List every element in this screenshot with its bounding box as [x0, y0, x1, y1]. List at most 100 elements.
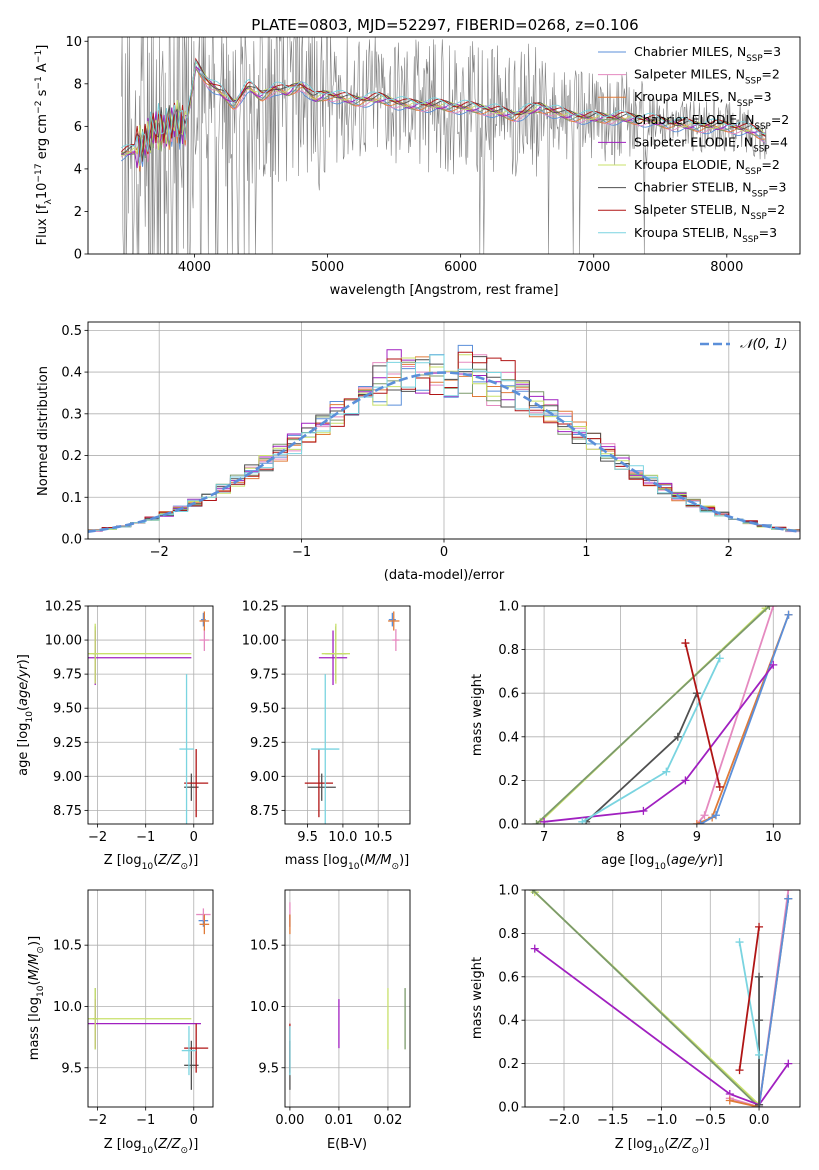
x-tick-label: 0.0 [749, 1113, 770, 1128]
y-axis-label: mass weight [470, 957, 485, 1039]
x-tick-label: 0 [440, 545, 448, 560]
x-tick-label: −1.5 [597, 1113, 629, 1128]
axes-age_vs_mass: 9.5 10.0 10.5 8.75 9.00 9.25 9.50 9.75 10.00 10.2… [242, 600, 411, 872]
y-tick-label: 0.5 [61, 324, 82, 339]
x-tick-label: −1 [292, 545, 311, 560]
plot-area [120, 37, 767, 254]
weight-marker [528, 890, 537, 894]
y-tick-label: 9.50 [53, 702, 82, 717]
weight-line [534, 947, 790, 1106]
axes-residuals: −2 −1 0 1 2 0.0 0.1 0.2 0.3 0.4 0.5 𝒩(0, 1) (data-mo… [36, 321, 801, 583]
weight-marker [784, 610, 793, 619]
weight-marker [578, 817, 587, 824]
weight-marker [673, 732, 682, 741]
plot-area [304, 611, 400, 824]
weight-marker [755, 1100, 764, 1107]
x-axis-label: Z [log10(Z/Z⊙)] [104, 1137, 199, 1156]
x-axis-label: mass [log10(M/M⊙)] [285, 853, 409, 872]
y-axis-label: mass [log10(M/M⊙)] [27, 936, 46, 1060]
weight-marker [755, 1050, 764, 1059]
weight-marker [711, 811, 720, 820]
y-tick-label: 10.5 [250, 939, 279, 954]
y-tick-label: 0.6 [498, 687, 519, 702]
y-tick-label: 0.3 [61, 407, 82, 422]
weight-line [758, 898, 790, 1107]
x-tick-label: 10 [765, 830, 782, 845]
axes-frame [284, 889, 411, 1108]
axes-mass_vs_Z: −2 −1 0 9.5 10.0 10.5 Z [log10(Z/Z⊙)] mass [log… [27, 889, 214, 1156]
y-axis-label: Normed distribution [36, 366, 51, 496]
normal-curve [88, 371, 800, 534]
weight-line [696, 614, 790, 824]
y-tick-label: 10.0 [53, 1000, 82, 1015]
y-tick-label: 9.5 [258, 1061, 279, 1076]
y-tick-label: 10 [65, 35, 82, 50]
weight-marker [696, 820, 705, 824]
weight-line [532, 890, 760, 1107]
x-axis-label: E(B-V) [327, 1137, 367, 1152]
weight-marker [530, 944, 539, 953]
x-tick-label: 0.02 [373, 1113, 402, 1128]
y-tick-label: 0.1 [61, 491, 82, 506]
weight-marker [662, 767, 671, 776]
y-axis-label: Flux [fλ10−17 erg cm−2 s−1 A−1] [34, 45, 54, 246]
x-tick-label: 8000 [710, 260, 743, 275]
plot-area [532, 606, 793, 824]
weight-marker [784, 1059, 793, 1068]
legend-label: 𝒩(0, 1) [740, 337, 787, 352]
x-tick-label: −2.0 [548, 1113, 580, 1128]
legend-label: Chabrier MILES, NSSP=3 [634, 44, 781, 64]
y-tick-label: 10.00 [242, 634, 279, 649]
weight-marker [784, 894, 793, 903]
y-tick-label: 1.0 [498, 884, 519, 899]
plot-area [528, 890, 793, 1107]
legend-label: Chabrier ELODIE, NSSP=2 [634, 112, 789, 132]
x-tick-label: −2 [88, 1113, 107, 1128]
weight-marker [681, 639, 690, 648]
y-tick-label: 8.75 [250, 804, 279, 819]
axes-frame [284, 605, 411, 825]
axes-spectrum: 4000 5000 6000 7000 8000 0 2 4 6 8 10 Chabrier MILE… [34, 35, 801, 298]
plot-area [88, 611, 210, 824]
weight-line [738, 926, 760, 1071]
y-tick-label: 0.2 [61, 449, 82, 464]
y-tick-label: 8 [74, 77, 82, 92]
x-tick-label: 1 [582, 545, 590, 560]
y-tick-label: 6 [74, 120, 82, 135]
weight-marker [769, 606, 778, 610]
x-tick-label: 4000 [178, 260, 211, 275]
weight-marker [755, 972, 764, 981]
weight-marker [735, 938, 744, 947]
y-tick-label: 0.2 [498, 1057, 519, 1072]
axes-weight_vs_age: 7 8 9 10 0.0 0.2 0.4 0.6 0.8 1.0 age [log10(age/yr… [470, 600, 801, 872]
plot-area [289, 902, 406, 1090]
legend-label: Kroupa ELODIE, NSSP=2 [634, 157, 780, 177]
x-tick-label: 0 [190, 1113, 198, 1128]
x-tick-label: 9 [693, 830, 701, 845]
model-spectrum [120, 57, 766, 158]
axes-mass_vs_EBV: 0.00 0.01 0.02 9.5 10.0 10.5 E(B-V) [250, 889, 411, 1152]
weight-line [700, 614, 790, 824]
x-tick-label: 10.0 [328, 830, 357, 845]
x-tick-label: 5000 [311, 260, 344, 275]
x-axis-label: age [log10(age/yr)] [601, 853, 723, 872]
y-tick-label: 0.4 [498, 730, 519, 745]
y-tick-label: 0.4 [61, 366, 82, 381]
y-tick-label: 10.0 [250, 1000, 279, 1015]
y-tick-label: 0.0 [498, 818, 519, 833]
x-tick-label: 9.5 [297, 830, 318, 845]
y-tick-label: 4 [74, 162, 82, 177]
x-tick-label: −1 [136, 830, 155, 845]
x-tick-label: 0.00 [275, 1113, 304, 1128]
x-tick-label: 0.01 [324, 1113, 353, 1128]
y-tick-label: 9.25 [53, 736, 82, 751]
model-spectrum [121, 67, 766, 167]
legend-label: Kroupa STELIB, NSSP=3 [634, 225, 777, 245]
y-tick-label: 9.00 [250, 770, 279, 785]
weight-line [585, 692, 698, 823]
model-spectrum [121, 59, 766, 167]
axes-frame [87, 889, 214, 1108]
weight-marker [639, 806, 648, 815]
figure-title: PLATE=0803, MJD=52297, FIBERID=0268, z=0… [251, 16, 638, 34]
